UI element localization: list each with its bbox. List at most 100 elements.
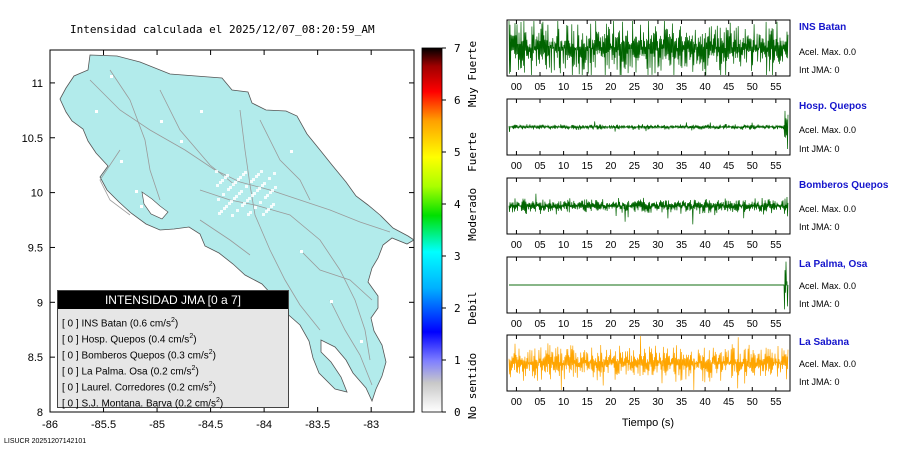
town-point (264, 196, 267, 199)
map-x-tick-label: -84 (256, 419, 272, 431)
waveform-panel: 00 05 10 15 20 25 30 35 40 45 50 55 (506, 98, 791, 172)
town-point (219, 181, 222, 184)
map-y-axis: 8 8.5 9 9.5 10 10.5 11 (22, 78, 414, 419)
legend-sup: 2 (208, 349, 213, 356)
legend-level: [ 0 ] (62, 398, 79, 410)
waveform-x-label: Tiempo (s) (622, 417, 674, 429)
waveform-x-tick-label: 50 (747, 319, 759, 330)
waveform-x-tick-label: 40 (700, 240, 712, 251)
map-y-tick-label: 8 (37, 407, 43, 419)
legend-sup: 2 (170, 317, 175, 324)
waveform-x-tick-label: 45 (723, 319, 735, 330)
waveform-x-tick-label: 45 (723, 240, 735, 251)
legend-value: (0.4 cm/s (148, 334, 190, 346)
waveform-x-tick-label: 15 (582, 161, 594, 172)
waveform-x-tick-label: 30 (652, 319, 664, 330)
waveform-x-tick-label: 50 (747, 240, 759, 251)
waveform-x-tick-label: 10 (558, 240, 570, 251)
town-point (247, 213, 250, 216)
legend-station: S.J. Montana. Barva (81, 398, 173, 410)
legend-value: (0.2 cm/s (167, 382, 209, 394)
waveform-x-tick-label: 40 (700, 397, 712, 408)
town-point (242, 173, 245, 176)
map-x-tick-label: -83 (363, 419, 379, 431)
waveform-trace (508, 110, 789, 150)
waveform-x-tick-label: 20 (605, 82, 617, 93)
town-point (240, 190, 243, 193)
legend-station: La Palma. Osa (81, 366, 148, 378)
waveform-x-tick-label: 10 (558, 319, 570, 330)
town-point (226, 174, 229, 177)
legend-row: [ 0 ] Laurel. Corredores (0.2 cm/s2) (58, 377, 288, 393)
town-point (243, 202, 246, 205)
waveform-trace (508, 20, 789, 76)
station-intensity: Int JMA: 0 (799, 144, 840, 154)
town-point (265, 210, 268, 213)
waveform-x-tick-label: 10 (558, 161, 570, 172)
waveform-x-tick-label: 45 (723, 161, 735, 172)
waveform-trace (508, 193, 789, 225)
station-intensity: Int JMA: 0 (799, 222, 840, 232)
waveform-panel: 00 05 10 15 20 25 30 35 40 45 50 55 (506, 19, 791, 93)
road (89, 79, 391, 233)
station-accel: Acel. Max. 0.0 (799, 47, 857, 57)
road-network (89, 69, 391, 386)
town-point (135, 190, 138, 193)
station-intensity: Int JMA: 0 (799, 65, 840, 75)
road (109, 69, 161, 201)
town-point (233, 197, 236, 200)
waveform-x-tick-label: 25 (629, 240, 641, 251)
town-point (274, 186, 277, 189)
town-point (244, 171, 247, 174)
town-point (236, 209, 239, 212)
waveform-x-tick-label: 30 (652, 82, 664, 93)
waveform-panel: 00 05 10 15 20 25 30 35 40 45 50 55 (506, 334, 791, 408)
town-point (260, 170, 263, 173)
map-y-tick-label: 8.5 (28, 352, 43, 364)
town-point (95, 110, 98, 113)
town-point (239, 176, 242, 179)
waveform-x-tick-label: 25 (629, 397, 641, 408)
map-x-axis: -86 -85.5 -85 -84.5 -84 -83.5 -83 (42, 50, 379, 431)
town-point (269, 191, 272, 194)
waveform-x-tick-label: 55 (770, 397, 782, 408)
waveform-x-tick-label: 40 (700, 319, 712, 330)
town-point (254, 206, 257, 209)
town-point (238, 192, 241, 195)
town-point (120, 160, 123, 163)
town-point (262, 213, 265, 216)
town-point (229, 186, 232, 189)
town-point (230, 200, 233, 203)
map-x-tick-label: -86 (42, 419, 58, 431)
town-point (258, 187, 261, 190)
waveform-x-tick-label: 25 (629, 319, 641, 330)
waveform-x-tick-label: 25 (629, 161, 641, 172)
waveform-x-tick-label: 45 (723, 397, 735, 408)
road (199, 219, 251, 256)
station-name: INS Batan (799, 22, 847, 33)
town-point (252, 178, 255, 181)
town-point (215, 170, 218, 173)
legend-row: [ 0 ] Hosp. Quepos (0.4 cm/s2) (58, 329, 288, 345)
town-point (241, 204, 244, 207)
waveform-trace (509, 261, 789, 310)
town-point (223, 207, 226, 210)
waveform-x-tick-label: 50 (747, 161, 759, 172)
costa-rica-land (59, 54, 415, 403)
road (159, 89, 236, 186)
town-point (272, 203, 275, 206)
legend-sup: 2 (191, 365, 196, 372)
legend-sup: 2 (189, 333, 194, 340)
legend-sup: 2 (208, 381, 213, 388)
waveform-x-tick-label: 30 (652, 397, 664, 408)
town-point (360, 340, 363, 343)
town-point (218, 212, 221, 215)
station-name: Hosp. Quepos (799, 101, 867, 112)
town-point (250, 180, 253, 183)
town-point (330, 300, 333, 303)
town-point (237, 178, 240, 181)
legend-level: [ 0 ] (62, 382, 79, 394)
waveform-x-tick-label: 30 (652, 240, 664, 251)
